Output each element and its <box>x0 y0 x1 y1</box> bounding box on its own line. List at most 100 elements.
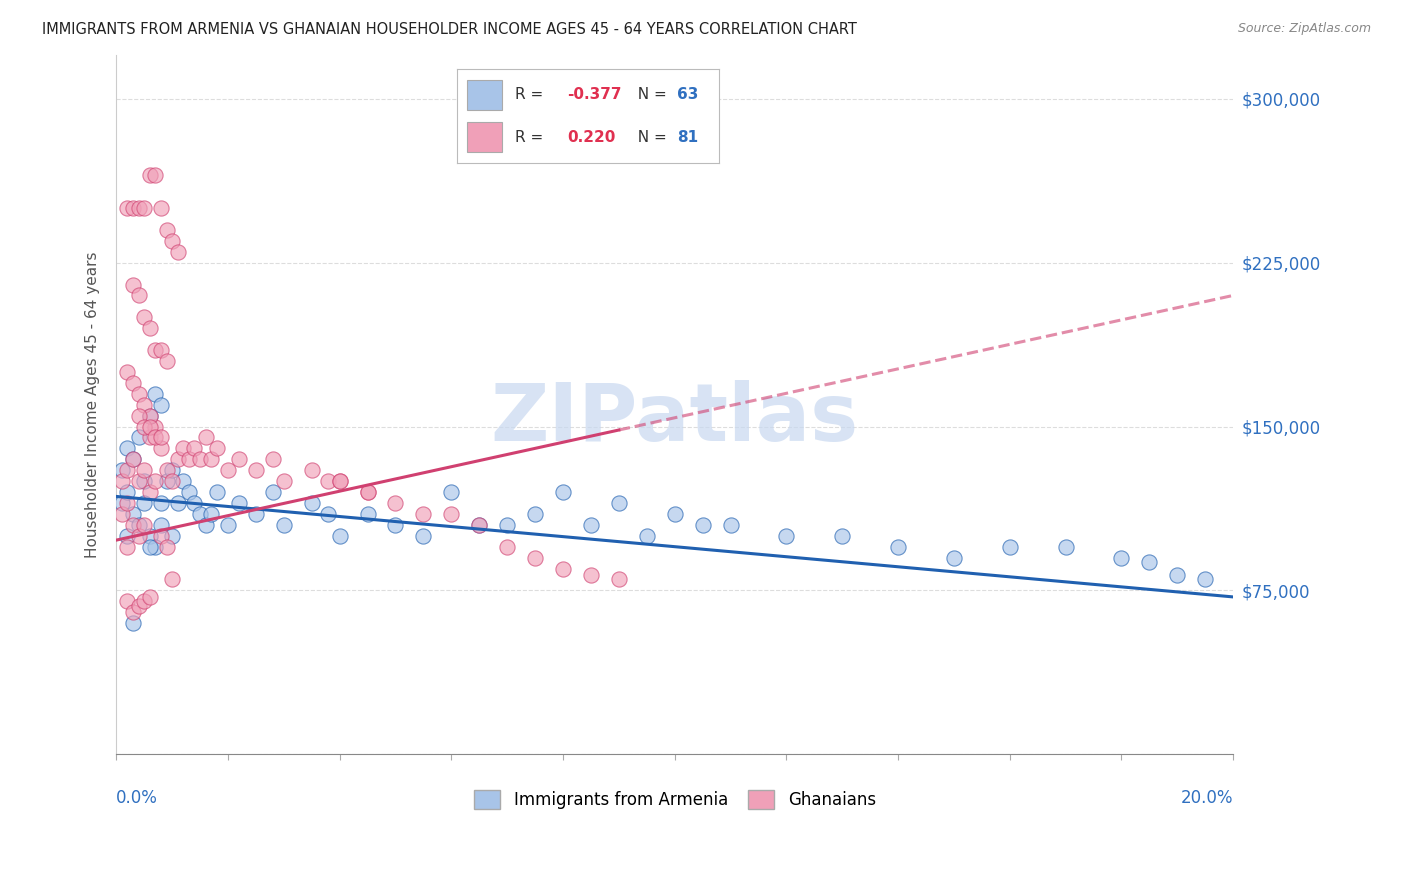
Point <box>155 223 177 237</box>
Point <box>128 386 150 401</box>
Point <box>111 463 134 477</box>
Point <box>228 452 250 467</box>
Point <box>139 169 162 183</box>
Text: 20.0%: 20.0% <box>1181 789 1233 807</box>
Point <box>172 442 194 456</box>
Point <box>524 550 547 565</box>
Point <box>217 463 239 477</box>
Point <box>1137 555 1160 569</box>
Point <box>155 474 177 488</box>
Point <box>117 365 139 379</box>
Point <box>143 540 166 554</box>
Point <box>122 507 145 521</box>
Point <box>128 599 150 613</box>
Point <box>134 310 156 325</box>
Point <box>329 474 352 488</box>
Point <box>128 474 150 488</box>
Point <box>468 517 491 532</box>
Point <box>122 452 145 467</box>
Point <box>160 573 183 587</box>
Point <box>160 463 183 477</box>
Point <box>579 568 602 582</box>
Point <box>356 507 378 521</box>
Point <box>128 288 150 302</box>
Point <box>356 485 378 500</box>
Point <box>149 398 172 412</box>
Point <box>217 517 239 532</box>
Point <box>194 517 217 532</box>
Point <box>139 485 162 500</box>
Point <box>273 474 295 488</box>
Point <box>636 529 658 543</box>
Point <box>245 463 267 477</box>
Point <box>440 507 463 521</box>
Point <box>1111 550 1133 565</box>
Point <box>139 409 162 423</box>
Point <box>149 529 172 543</box>
Point <box>1194 573 1216 587</box>
Point <box>720 517 742 532</box>
Point <box>139 419 162 434</box>
Point <box>887 540 910 554</box>
Point <box>128 517 150 532</box>
Point <box>117 594 139 608</box>
Point <box>664 507 686 521</box>
Point <box>149 496 172 510</box>
Point <box>301 496 323 510</box>
Point <box>496 517 519 532</box>
Point <box>318 474 340 488</box>
Point <box>228 496 250 510</box>
Point <box>122 605 145 619</box>
Point <box>166 496 188 510</box>
Point <box>160 529 183 543</box>
Point <box>200 452 222 467</box>
Point <box>188 452 211 467</box>
Point <box>607 573 630 587</box>
Point <box>122 277 145 292</box>
Point <box>775 529 797 543</box>
Point <box>412 529 434 543</box>
Point <box>128 409 150 423</box>
Point <box>139 529 162 543</box>
Point <box>117 540 139 554</box>
Point <box>468 517 491 532</box>
Point <box>139 590 162 604</box>
Point <box>384 517 406 532</box>
Point <box>139 540 162 554</box>
Point <box>172 474 194 488</box>
Point <box>134 517 156 532</box>
Point <box>155 540 177 554</box>
Point <box>166 244 188 259</box>
Point <box>134 201 156 215</box>
Point <box>117 529 139 543</box>
Point <box>149 517 172 532</box>
Point <box>155 463 177 477</box>
Point <box>111 496 134 510</box>
Point <box>205 485 228 500</box>
Point <box>122 201 145 215</box>
Point <box>200 507 222 521</box>
Point <box>134 496 156 510</box>
Point <box>143 386 166 401</box>
Point <box>177 485 200 500</box>
Point <box>551 561 574 575</box>
Point <box>117 201 139 215</box>
Point <box>183 442 205 456</box>
Point <box>149 343 172 357</box>
Point <box>134 594 156 608</box>
Point <box>273 517 295 532</box>
Point <box>998 540 1021 554</box>
Point <box>117 463 139 477</box>
Point <box>329 529 352 543</box>
Point <box>134 463 156 477</box>
Point <box>262 452 284 467</box>
Point <box>155 354 177 368</box>
Point <box>692 517 714 532</box>
Point <box>139 409 162 423</box>
Y-axis label: Householder Income Ages 45 - 64 years: Householder Income Ages 45 - 64 years <box>86 252 100 558</box>
Point <box>205 442 228 456</box>
Point <box>117 485 139 500</box>
Point <box>122 376 145 390</box>
Point <box>177 452 200 467</box>
Legend: Immigrants from Armenia, Ghanaians: Immigrants from Armenia, Ghanaians <box>467 783 883 816</box>
